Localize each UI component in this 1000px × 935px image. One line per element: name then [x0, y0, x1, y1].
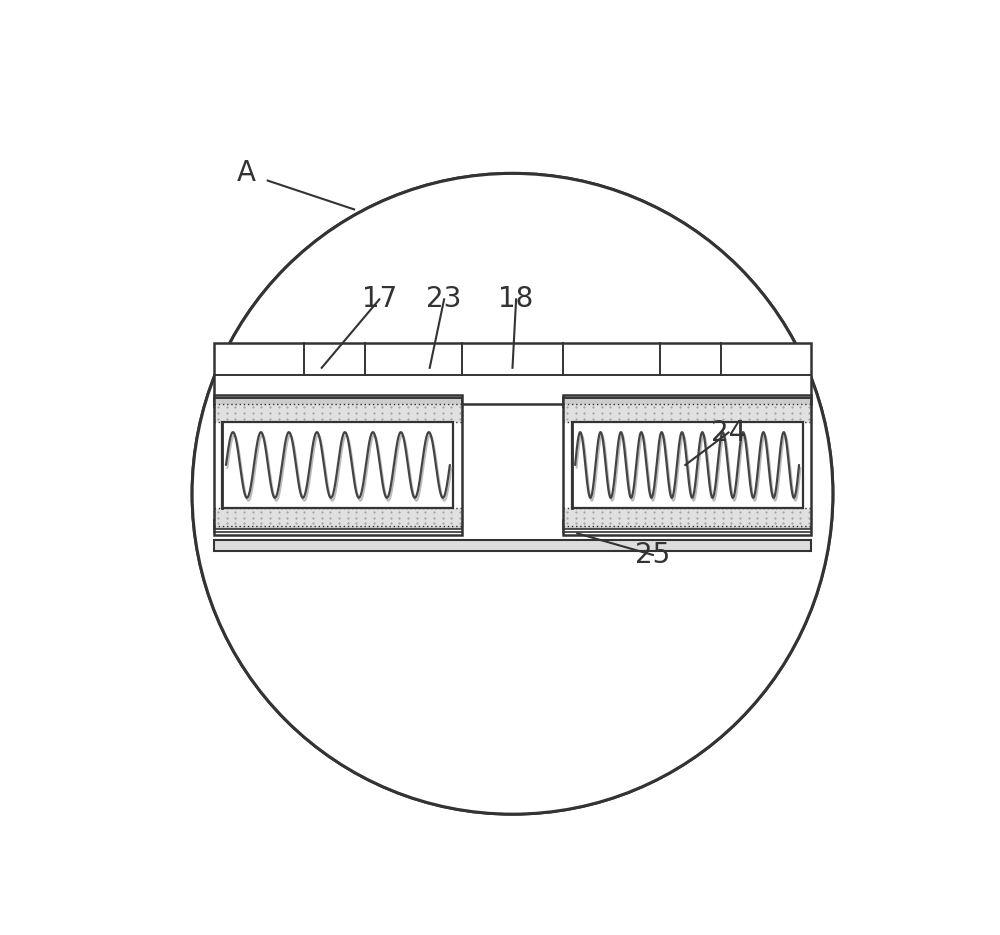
Bar — [214, 539, 811, 551]
Text: 25: 25 — [635, 541, 671, 569]
Bar — [214, 521, 462, 529]
Bar — [563, 404, 811, 422]
Text: 17: 17 — [362, 285, 397, 313]
Bar — [214, 508, 462, 526]
Bar — [563, 521, 811, 529]
Bar — [563, 396, 811, 535]
Bar — [214, 342, 811, 404]
Bar — [214, 404, 462, 422]
Bar — [563, 508, 811, 526]
Bar — [222, 422, 453, 509]
Bar — [214, 398, 462, 407]
Text: 24: 24 — [711, 419, 746, 447]
Text: 23: 23 — [426, 285, 462, 313]
Circle shape — [192, 173, 833, 814]
Text: A: A — [237, 159, 256, 187]
Bar — [563, 398, 811, 407]
Bar — [572, 422, 803, 509]
Bar — [214, 396, 462, 535]
Text: 18: 18 — [498, 285, 534, 313]
Circle shape — [192, 173, 833, 814]
